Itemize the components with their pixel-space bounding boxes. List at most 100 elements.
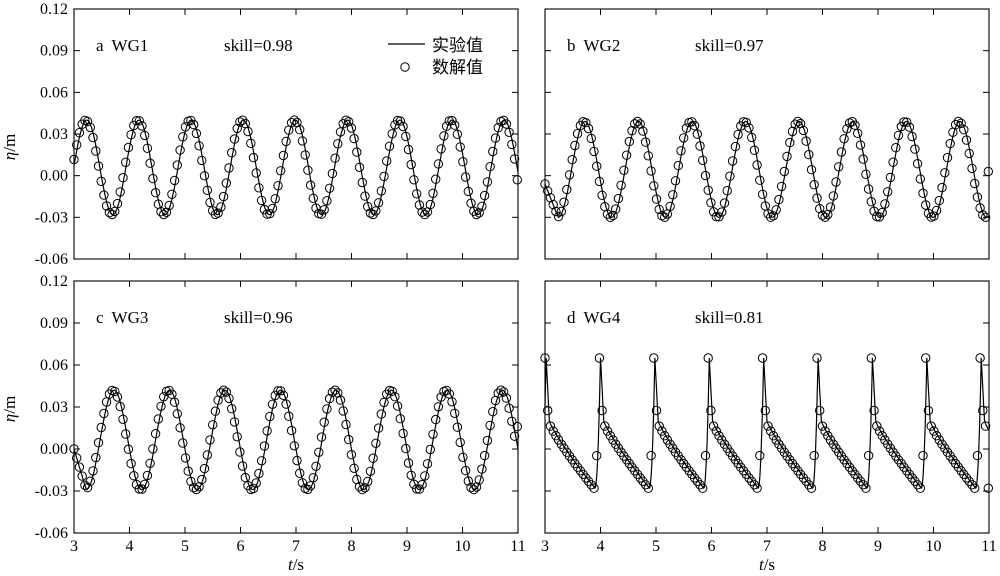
numerical-point bbox=[755, 450, 765, 461]
numerical-point bbox=[145, 158, 155, 168]
numerical-point bbox=[651, 405, 662, 416]
numerical-point bbox=[376, 409, 386, 419]
numerical-point bbox=[858, 480, 868, 490]
numerical-point bbox=[202, 450, 213, 460]
numerical-point bbox=[640, 480, 651, 490]
numerical-point bbox=[747, 132, 757, 143]
numerical-point bbox=[406, 470, 416, 480]
numerical-point bbox=[422, 459, 433, 469]
y-tick-label: 0.00 bbox=[40, 168, 68, 185]
numerical-point bbox=[224, 393, 234, 404]
numerical-point bbox=[112, 198, 123, 209]
numerical-point bbox=[757, 353, 768, 363]
skill-score: skill=0.81 bbox=[695, 308, 764, 327]
numerical-point bbox=[273, 181, 283, 191]
numerical-point bbox=[267, 399, 278, 409]
numerical-point bbox=[118, 414, 128, 424]
numerical-point bbox=[205, 197, 215, 208]
numerical-point bbox=[695, 141, 705, 151]
numerical-point bbox=[828, 191, 838, 201]
x-axis-label-left: t/s bbox=[288, 555, 304, 574]
numerical-point bbox=[790, 119, 800, 129]
numerical-point bbox=[474, 475, 484, 485]
numerical-point bbox=[99, 190, 109, 200]
numerical-point bbox=[983, 166, 993, 177]
numerical-point bbox=[553, 211, 564, 222]
numerical-point bbox=[297, 478, 308, 488]
numerical-point bbox=[360, 191, 370, 201]
x-tick-label: 5 bbox=[181, 538, 189, 555]
numerical-point bbox=[877, 207, 887, 218]
numerical-point bbox=[403, 144, 414, 155]
numerical-point bbox=[352, 147, 362, 157]
numerical-point bbox=[654, 421, 664, 431]
numerical-point bbox=[341, 115, 351, 125]
numerical-point bbox=[107, 209, 117, 220]
numerical-point bbox=[496, 385, 506, 395]
numerical-point bbox=[452, 129, 463, 140]
numerical-point bbox=[649, 181, 659, 191]
numerical-point bbox=[433, 159, 444, 169]
numerical-point bbox=[229, 417, 240, 427]
legend: 实验值 数解值 bbox=[388, 36, 483, 78]
numerical-point bbox=[883, 187, 893, 197]
numerical-point bbox=[602, 209, 613, 219]
x-tick-label: 6 bbox=[708, 538, 716, 555]
numerical-point bbox=[858, 154, 868, 164]
numerical-point bbox=[543, 186, 553, 196]
y-tick-label: -0.06 bbox=[35, 525, 68, 542]
numerical-point bbox=[907, 131, 917, 142]
panel-a: -0.06 -0.03 0.00 0.03 0.06 0.09 0.12 a WG1 skill=… bbox=[35, 1, 522, 268]
numerical-point bbox=[436, 392, 446, 402]
numerical-point bbox=[194, 141, 204, 151]
numerical-point bbox=[708, 421, 719, 431]
numerical-point bbox=[161, 207, 172, 218]
numerical-point bbox=[891, 143, 901, 153]
numerical-point bbox=[676, 146, 686, 156]
x-tick-label: 10 bbox=[455, 538, 471, 555]
numerical-point bbox=[88, 132, 98, 143]
numerical-point bbox=[643, 483, 653, 493]
numerical-point bbox=[121, 157, 131, 168]
numerical-point bbox=[85, 476, 96, 486]
numerical-point bbox=[72, 140, 82, 150]
numerical-point bbox=[706, 198, 716, 208]
numerical-point bbox=[757, 189, 768, 200]
numerical-point bbox=[466, 482, 476, 493]
numerical-point bbox=[806, 483, 817, 493]
numerical-point bbox=[763, 209, 773, 219]
numerical-point bbox=[428, 429, 438, 439]
numerical-point bbox=[216, 202, 226, 212]
numerical-point bbox=[548, 426, 558, 436]
numerical-point bbox=[221, 387, 232, 397]
y-tick-label: 0.03 bbox=[40, 399, 68, 416]
skill-score: skill=0.98 bbox=[224, 36, 293, 55]
numerical-point bbox=[398, 428, 408, 439]
numerical-point bbox=[401, 131, 411, 142]
numerical-point bbox=[441, 385, 452, 396]
numerical-point bbox=[619, 165, 629, 176]
numerical-point bbox=[923, 405, 934, 416]
numerical-point bbox=[632, 116, 643, 127]
numerical-point bbox=[232, 432, 242, 442]
numerical-point bbox=[509, 154, 520, 164]
numerical-series bbox=[540, 353, 993, 493]
numerical-point bbox=[180, 453, 191, 463]
numerical-point bbox=[265, 209, 275, 219]
legend-line-label: 实验值 bbox=[432, 36, 483, 56]
numerical-point bbox=[801, 136, 811, 146]
numerical-point bbox=[460, 172, 471, 182]
numerical-point bbox=[197, 155, 207, 166]
numerical-point bbox=[763, 421, 773, 431]
numerical-point bbox=[719, 198, 730, 208]
numerical-point bbox=[159, 209, 169, 220]
numerical-point bbox=[251, 478, 261, 488]
numerical-point bbox=[387, 386, 397, 396]
numerical-point bbox=[474, 208, 484, 218]
numerical-point bbox=[371, 438, 381, 448]
numerical-point bbox=[929, 426, 939, 436]
numerical-point bbox=[172, 160, 183, 170]
numerical-point bbox=[817, 421, 828, 431]
legend-marker-sample bbox=[400, 62, 410, 72]
numerical-point bbox=[493, 388, 503, 398]
